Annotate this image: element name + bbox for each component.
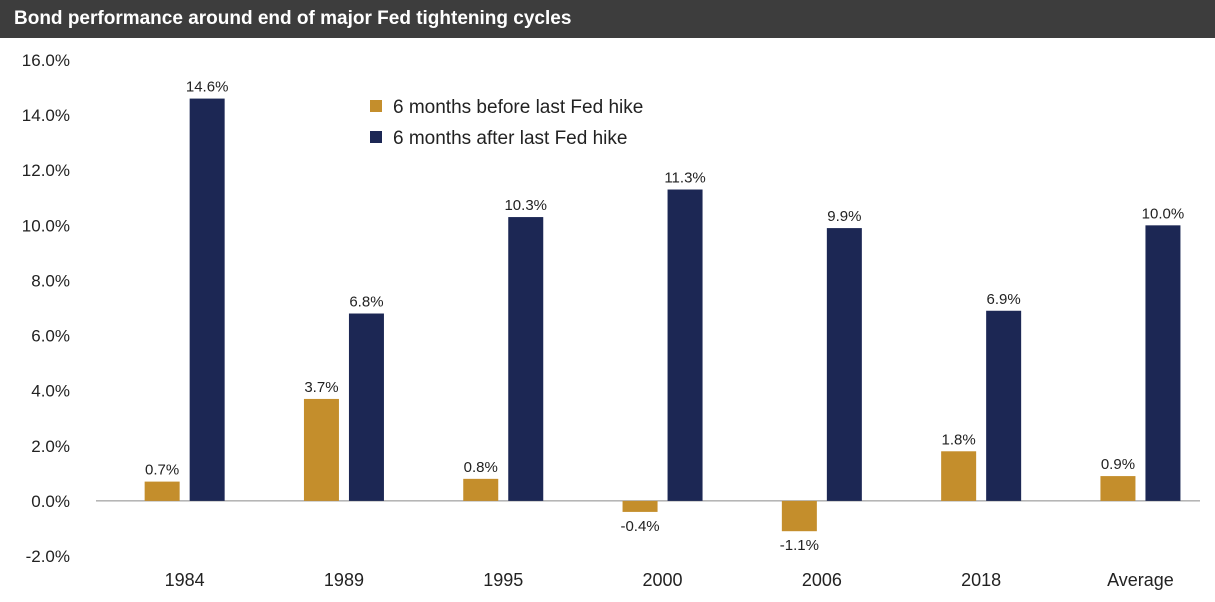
data-label: 0.7% xyxy=(145,462,179,479)
chart-title: Bond performance around end of major Fed… xyxy=(0,0,1215,38)
data-label: -0.4% xyxy=(620,518,659,535)
legend-swatch xyxy=(370,100,382,112)
bar-before xyxy=(303,398,339,501)
legend-item: 6 months after last Fed hike xyxy=(370,128,627,149)
bar-group-1984: 0.7% 14.6% xyxy=(144,79,229,501)
legend: 6 months before last Fed hike 6 months af… xyxy=(370,97,643,149)
y-axis: 16.0% 14.0% 12.0% 10.0% 8.0% 6.0% 4.0% 2.0% 0.0%… xyxy=(22,51,70,566)
y-tick-label: 8.0% xyxy=(31,271,70,290)
y-tick-label: -2.0% xyxy=(26,547,70,566)
bar-before xyxy=(463,478,499,501)
x-tick-label: 1995 xyxy=(483,570,523,590)
y-tick-label: 10.0% xyxy=(22,216,70,235)
x-tick-label: Average xyxy=(1107,570,1174,590)
data-label: 9.9% xyxy=(827,208,861,225)
y-tick-label: 4.0% xyxy=(31,382,70,401)
bar-after xyxy=(1145,225,1181,501)
data-label: 10.3% xyxy=(504,197,547,214)
legend-item: 6 months before last Fed hike xyxy=(370,97,643,118)
y-tick-label: 12.0% xyxy=(22,161,70,180)
bar-after xyxy=(348,313,384,501)
x-tick-label: 1984 xyxy=(165,570,205,590)
data-label: 11.3% xyxy=(664,170,705,187)
x-tick-label: 2006 xyxy=(802,570,842,590)
y-tick-label: 14.0% xyxy=(22,106,70,125)
bar-group-2018: 1.8% 6.9% xyxy=(941,291,1022,501)
data-label: 3.7% xyxy=(304,379,338,396)
x-tick-label: 2000 xyxy=(643,570,683,590)
bar-after xyxy=(826,228,862,501)
y-tick-label: 0.0% xyxy=(31,492,70,511)
bar-after xyxy=(508,217,544,501)
bar-group-2000: -0.4% 11.3% xyxy=(620,170,705,535)
bar-group-2006: -1.1% 9.9% xyxy=(780,208,862,554)
data-label: 1.8% xyxy=(942,431,976,448)
bar-group-average: 0.9% 10.0% xyxy=(1100,205,1184,501)
bar-after xyxy=(986,310,1022,501)
data-label: 10.0% xyxy=(1142,205,1185,222)
data-label: -1.1% xyxy=(780,537,819,554)
bar-group-1995: 0.8% 10.3% xyxy=(463,197,547,501)
y-tick-label: 6.0% xyxy=(31,327,70,346)
bar-before xyxy=(941,451,977,501)
bar-group-1989: 3.7% 6.8% xyxy=(303,294,384,501)
bar-after xyxy=(189,98,225,501)
y-tick-label: 2.0% xyxy=(31,437,70,456)
data-label: 6.9% xyxy=(987,291,1021,308)
y-tick-label: 16.0% xyxy=(22,51,70,70)
legend-swatch xyxy=(370,131,382,143)
bar-after xyxy=(667,189,703,501)
bars: 0.7% 14.6% 3.7% 6.8% 0.8% 10.3% -0.4% 11.3% -1.1… xyxy=(144,79,1184,554)
bar-chart: 16.0% 14.0% 12.0% 10.0% 8.0% 6.0% 4.0% 2.0% 0.0%… xyxy=(22,51,1200,590)
data-label: 6.8% xyxy=(349,294,383,311)
bar-before xyxy=(622,500,658,512)
legend-label: 6 months before last Fed hike xyxy=(393,97,643,118)
x-axis: 1984 1989 1995 2000 2006 2018 Average xyxy=(165,570,1174,590)
x-tick-label: 2018 xyxy=(961,570,1001,590)
bar-before xyxy=(144,481,180,501)
legend-label: 6 months after last Fed hike xyxy=(393,128,627,149)
x-tick-label: 1989 xyxy=(324,570,364,590)
data-label: 0.9% xyxy=(1101,456,1135,473)
bar-before xyxy=(1100,476,1136,501)
data-label: 14.6% xyxy=(186,79,229,96)
bar-before xyxy=(781,500,817,532)
data-label: 0.8% xyxy=(464,459,498,476)
